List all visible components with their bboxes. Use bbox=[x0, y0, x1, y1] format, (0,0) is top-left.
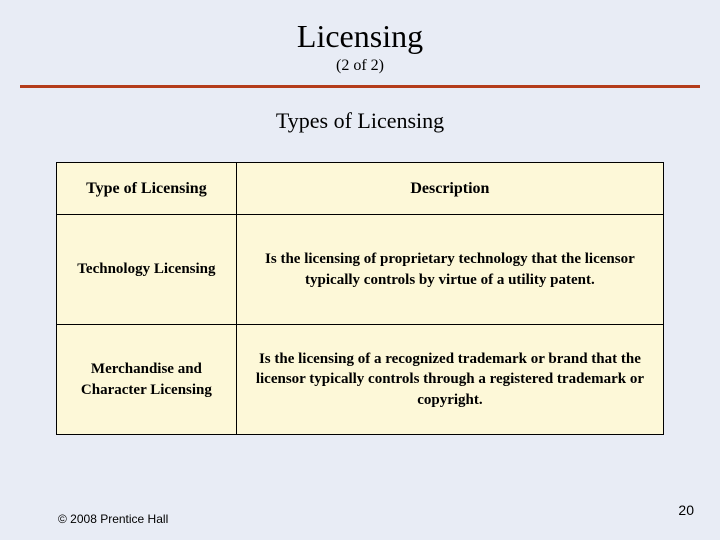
cell-description: Is the licensing of proprietary technolo… bbox=[236, 215, 663, 325]
slide-subtitle: Types of Licensing bbox=[0, 108, 720, 134]
cell-type: Merchandise and Character Licensing bbox=[57, 325, 237, 435]
licensing-table: Type of Licensing Description Technology… bbox=[56, 162, 664, 435]
title-divider bbox=[20, 85, 700, 88]
cell-type: Technology Licensing bbox=[57, 215, 237, 325]
table-row: Merchandise and Character Licensing Is t… bbox=[57, 325, 664, 435]
column-header-type: Type of Licensing bbox=[57, 163, 237, 215]
table-row: Technology Licensing Is the licensing of… bbox=[57, 215, 664, 325]
footer-page-number: 20 bbox=[678, 502, 694, 518]
footer-copyright: © 2008 Prentice Hall bbox=[58, 512, 168, 526]
slide-title: Licensing bbox=[0, 0, 720, 55]
cell-description: Is the licensing of a recognized tradema… bbox=[236, 325, 663, 435]
slide-counter: (2 of 2) bbox=[0, 57, 720, 75]
table-header-row: Type of Licensing Description bbox=[57, 163, 664, 215]
column-header-description: Description bbox=[236, 163, 663, 215]
